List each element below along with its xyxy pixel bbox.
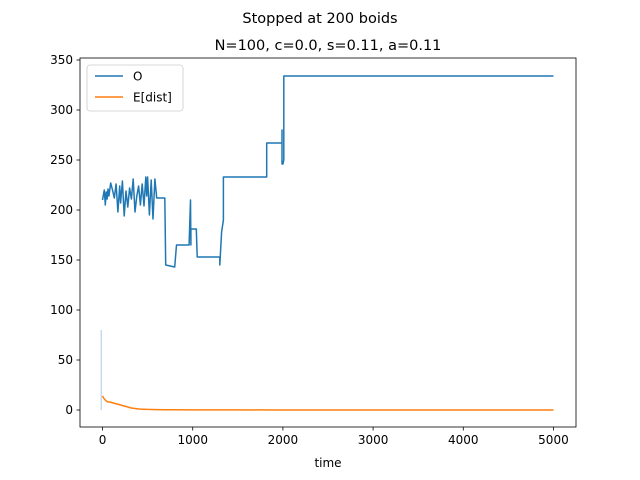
x-tick-label-1: 1000 — [177, 433, 208, 447]
y-tick-label-5: 250 — [50, 153, 73, 167]
x-tick-label-5: 5000 — [538, 433, 569, 447]
y-tick-label-1: 50 — [58, 353, 73, 367]
y-tick-label-3: 150 — [50, 253, 73, 267]
series-line-0 — [101, 75, 554, 268]
chart-title: N=100, c=0.0, s=0.11, a=0.11 — [215, 38, 442, 54]
y-tick-label-4: 200 — [50, 203, 73, 217]
plot-area: 0 1000 2000 3000 4000 5000 0 50 100 150 200 250 300 3… — [50, 53, 577, 447]
y-tick-label-2: 100 — [50, 303, 73, 317]
x-tick-label-3: 3000 — [358, 433, 389, 447]
legend-label-1: E[dist] — [133, 91, 172, 105]
series-line-1 — [101, 395, 554, 411]
legend-label-0: O — [133, 70, 142, 84]
x-axis-label: time — [314, 456, 341, 470]
axes-frame — [79, 57, 577, 428]
x-tick-label-4: 4000 — [448, 433, 479, 447]
x-tick-label-2: 2000 — [268, 433, 299, 447]
y-tick-label-0: 0 — [65, 403, 73, 417]
figure-suptitle: Stopped at 200 boids — [242, 11, 397, 27]
y-tick-label-7: 350 — [50, 53, 73, 67]
y-tick-label-6: 300 — [50, 103, 73, 117]
x-tick-label-0: 0 — [99, 433, 107, 447]
legend: O E[dist] — [86, 64, 184, 112]
